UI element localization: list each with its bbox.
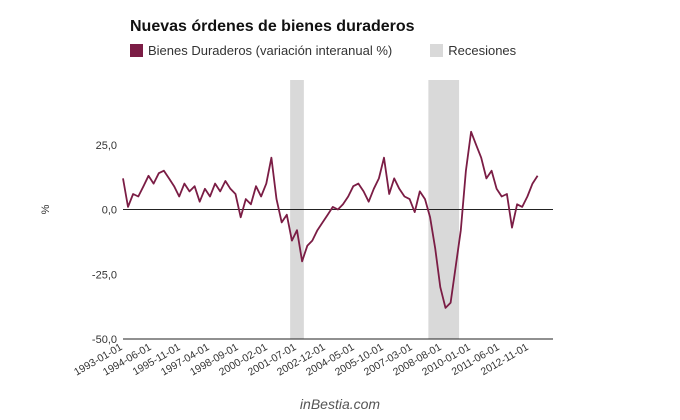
- legend: Bienes Duraderos (variación interanual %…: [130, 43, 554, 58]
- legend-label-recessions: Recesiones: [448, 43, 517, 58]
- chart-title: Nuevas órdenes de bienes duraderos: [130, 18, 415, 35]
- legend-swatch-series: [130, 44, 143, 57]
- y-tick-label: 25,0: [96, 140, 117, 152]
- series-line-1: [122, 130, 539, 309]
- y-tick-label: -50,0: [92, 334, 117, 346]
- y-tick-label: -25,0: [92, 269, 117, 281]
- legend-swatch-recessions: [430, 44, 444, 57]
- y-tick-label: 0,0: [102, 205, 117, 217]
- grid: [123, 209, 553, 340]
- legend-label-series: Bienes Duraderos (variación interanual %…: [148, 43, 393, 58]
- y-tick-labels: -50,0 -25,0 0,0 25,0: [92, 140, 117, 346]
- footer-watermark: inBestia.com: [299, 396, 381, 412]
- legend-item-series[interactable]: Bienes Duraderos (variación interanual %…: [130, 43, 392, 58]
- series-layer: [122, 130, 539, 309]
- y-axis-label: %: [40, 204, 52, 214]
- legend-item-recessions[interactable]: Recesiones: [430, 43, 516, 58]
- x-tick-labels: 1993-01-011994-06-011995-11-011997-04-01…: [72, 341, 531, 378]
- chart-plot: -50,0 -25,0 0,0 25,0 1993-01-011994-06-0119…: [40, 80, 553, 378]
